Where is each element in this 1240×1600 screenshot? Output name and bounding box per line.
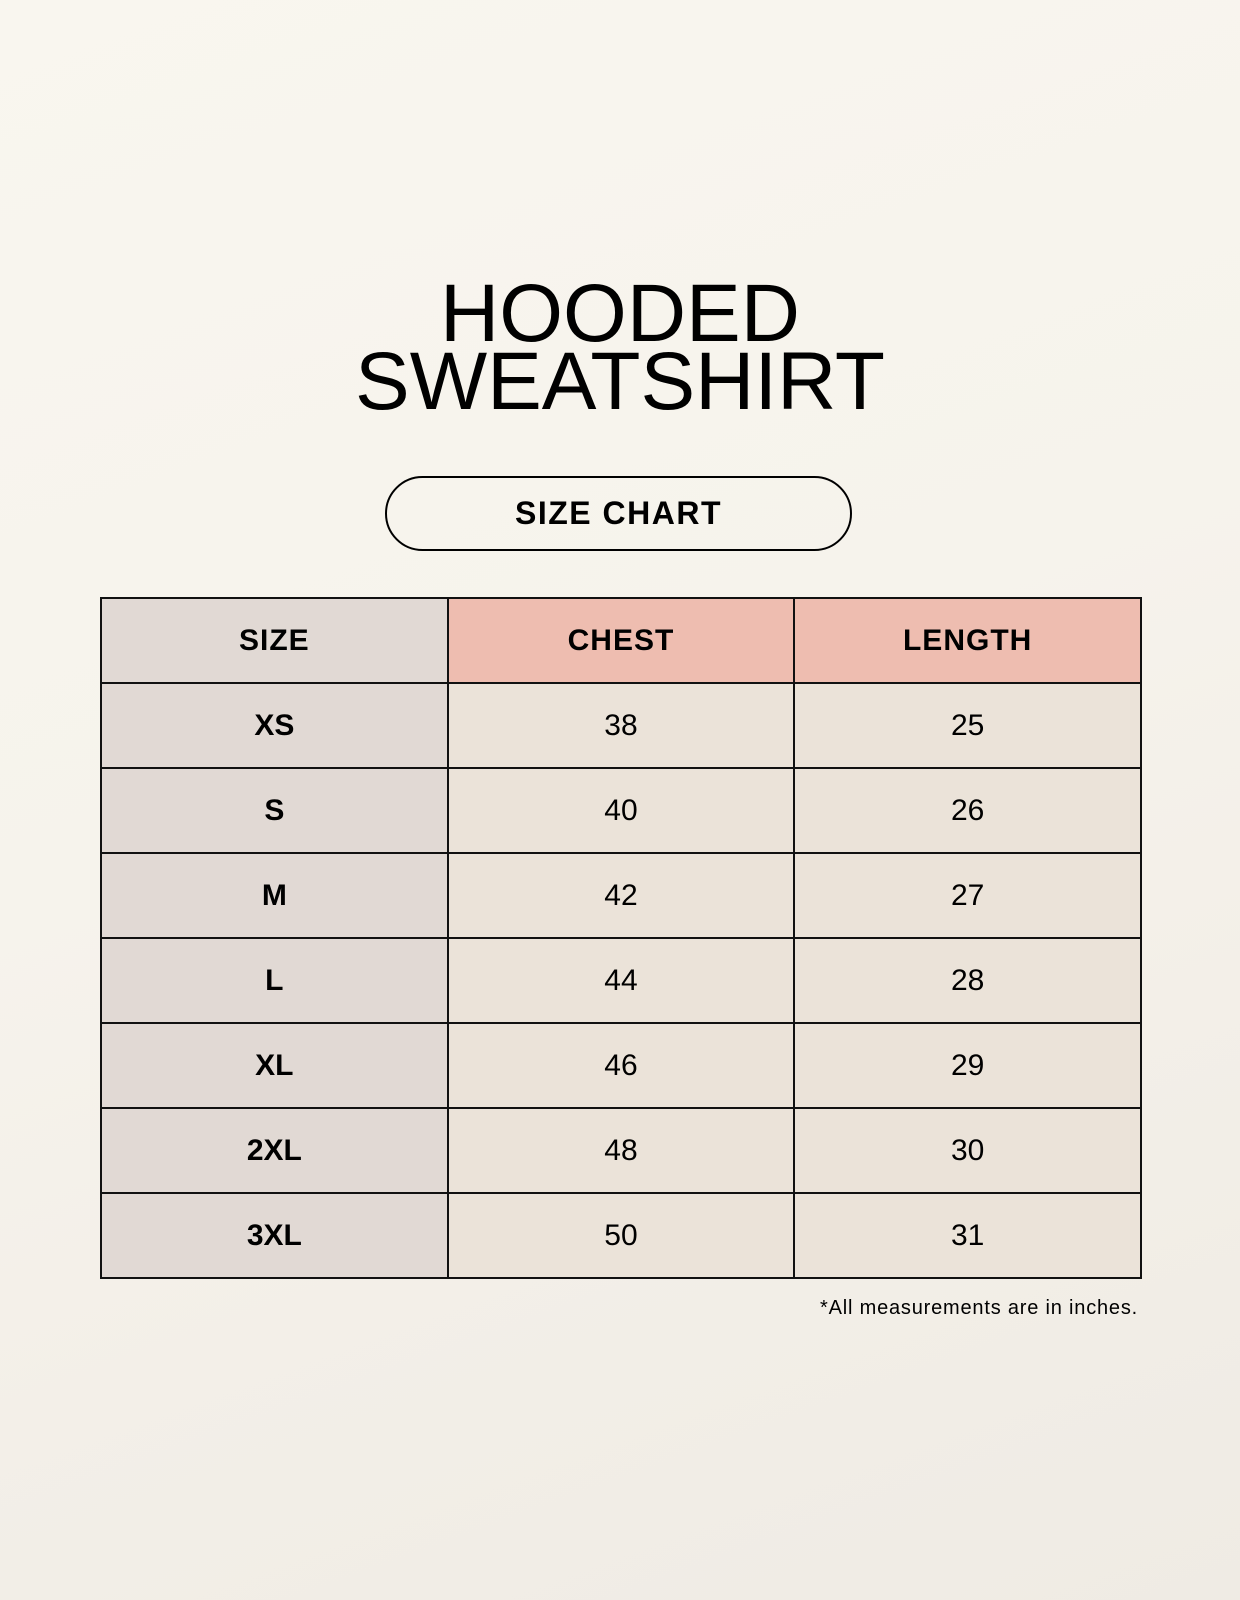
cell-size: S — [100, 767, 449, 854]
cell-size: L — [100, 937, 449, 1024]
page-title: HOODED SWEATSHIRT — [0, 268, 1240, 427]
cell-chest: 48 — [446, 1107, 796, 1194]
cell-size: XS — [100, 682, 449, 769]
table-row: S 40 26 — [100, 767, 1142, 854]
cell-chest: 40 — [446, 767, 796, 854]
cell-chest: 46 — [446, 1022, 796, 1109]
table-row: 3XL 50 31 — [100, 1192, 1142, 1279]
footnote: *All measurements are in inches. — [820, 1297, 1138, 1319]
size-chart-label: SIZE CHART — [385, 476, 852, 551]
cell-chest: 44 — [446, 937, 796, 1024]
size-table: SIZE CHEST LENGTH XS 38 25 S 40 26 M 42 27 L 44 28 X… — [100, 597, 1142, 1279]
table-row: 2XL 48 30 — [100, 1107, 1142, 1194]
header-size: SIZE — [100, 597, 449, 684]
cell-length: 31 — [793, 1192, 1142, 1279]
table-row: M 42 27 — [100, 852, 1142, 939]
header-chest: CHEST — [446, 597, 796, 684]
table-row: L 44 28 — [100, 937, 1142, 1024]
cell-length: 27 — [793, 852, 1142, 939]
cell-chest: 38 — [446, 682, 796, 769]
cell-length: 26 — [793, 767, 1142, 854]
cell-chest: 42 — [446, 852, 796, 939]
cell-size: 2XL — [100, 1107, 449, 1194]
cell-chest: 50 — [446, 1192, 796, 1279]
table-row: XL 46 29 — [100, 1022, 1142, 1109]
cell-length: 25 — [793, 682, 1142, 769]
cell-size: XL — [100, 1022, 449, 1109]
table-header-row: SIZE CHEST LENGTH — [100, 597, 1142, 684]
header-length: LENGTH — [793, 597, 1142, 684]
cell-size: 3XL — [100, 1192, 449, 1279]
table-row: XS 38 25 — [100, 682, 1142, 769]
cell-length: 30 — [793, 1107, 1142, 1194]
cell-size: M — [100, 852, 449, 939]
title-line-2: SWEATSHIRT — [355, 336, 885, 427]
cell-length: 29 — [793, 1022, 1142, 1109]
cell-length: 28 — [793, 937, 1142, 1024]
title-line-1: HOODED — [440, 268, 800, 359]
